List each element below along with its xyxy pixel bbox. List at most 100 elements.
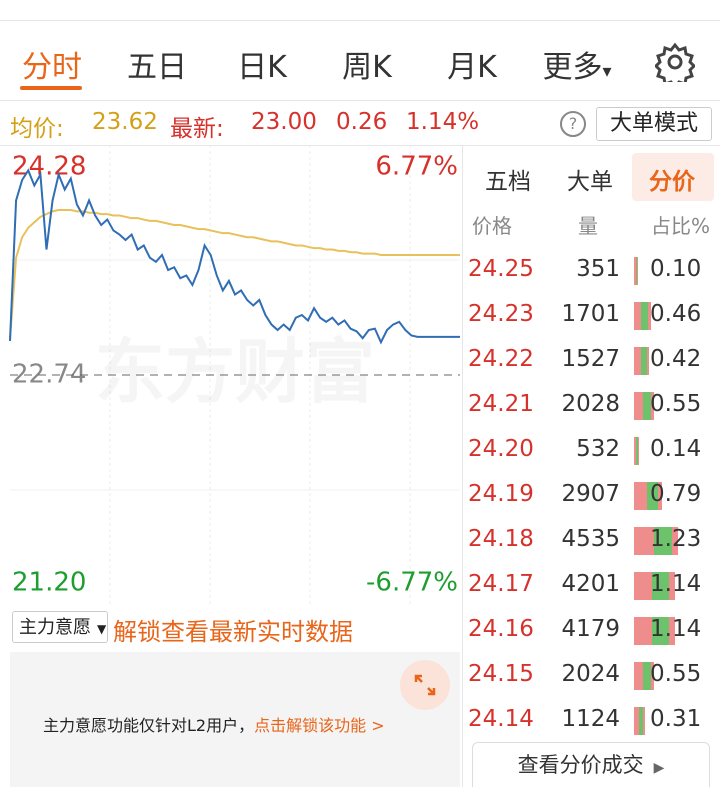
select-box[interactable]: 主力意愿 ▼ [12, 611, 108, 643]
ratio-bar-buy [639, 707, 644, 735]
latest-label: 最新: [170, 116, 224, 142]
y2-tick-label: -6.77% [366, 568, 458, 598]
price-row: 24.16 4179 1.14 [462, 613, 720, 658]
latest-price: 23.00 [251, 109, 317, 135]
mode-button[interactable]: 大单模式 [596, 107, 712, 141]
volume: 1124 [561, 706, 620, 732]
volume: 2024 [561, 661, 620, 687]
dropdown-arrow: ▼ [97, 622, 107, 636]
tab[interactable]: 日K [237, 50, 287, 85]
tab[interactable]: 分时 [22, 50, 82, 85]
volume: 1527 [561, 346, 620, 372]
ratio-bar-buy [652, 572, 669, 600]
y2-tick-label: 6.77% [375, 152, 458, 182]
price-row: 24.25 351 0.10 [462, 253, 720, 298]
ratio: 0.55 [650, 661, 702, 687]
price: 24.16 [468, 616, 534, 642]
panel-tab[interactable]: 分价 [649, 169, 695, 195]
price: 24.19 [468, 481, 534, 507]
price-row: 24.20 532 0.14 [462, 433, 720, 478]
column-header: 价格 [472, 214, 512, 238]
price-row: 24.14 1124 0.31 [462, 703, 720, 748]
trade-button[interactable]: 查看分价成交 ▶ [472, 742, 710, 787]
tab[interactable]: 月K [447, 50, 497, 85]
ratio: 1.14 [650, 616, 702, 642]
panel-tab[interactable]: 大单 [567, 169, 613, 195]
volume: 4201 [561, 571, 620, 597]
price-row: 24.15 2024 0.55 [462, 658, 720, 703]
ratio-bar-buy [636, 437, 639, 465]
volume: 4535 [561, 526, 620, 552]
price-row: 24.21 2028 0.55 [462, 388, 720, 433]
expand-icon[interactable] [400, 660, 450, 710]
ratio: 1.14 [650, 571, 702, 597]
price-row: 24.17 4201 1.14 [462, 568, 720, 613]
y-tick-label: 22.74 [12, 360, 86, 390]
unlock-link[interactable]: 点击解锁该功能 > [254, 716, 385, 735]
ratio: 0.10 [650, 256, 702, 282]
price-row: 24.23 1701 0.46 [462, 298, 720, 343]
message: 主力意愿功能仅针对L2用户， [43, 716, 255, 735]
ratio: 1.23 [650, 526, 702, 552]
unlock-text[interactable]: 解锁查看最新实时数据 [113, 618, 353, 646]
button-arrow: ▶ [653, 760, 665, 776]
ratio-bar-buy [635, 257, 638, 285]
price: 24.21 [468, 391, 534, 417]
ratio: 0.31 [650, 706, 702, 732]
ratio-bar-buy [642, 662, 651, 690]
avg-price: 23.62 [92, 109, 158, 135]
locked-message: 主力意愿功能仅针对L2用户，点击解锁该功能 > [43, 712, 385, 736]
price: 24.20 [468, 436, 534, 462]
price: 24.14 [468, 706, 534, 732]
tab-underline [20, 86, 82, 90]
volume: 532 [576, 436, 620, 462]
more-arrow: ▾ [602, 61, 612, 82]
panel-divider [462, 145, 463, 787]
change: 0.26 [336, 109, 388, 135]
select-text: 主力意愿 [19, 617, 91, 638]
column-header: 量 [578, 214, 598, 238]
watermark: 东方财富 [95, 331, 375, 413]
ratio-bar-buy [640, 347, 647, 375]
tab[interactable]: 周K [342, 50, 392, 85]
tab[interactable]: 五日 [127, 50, 187, 85]
price-row: 24.19 2907 0.79 [462, 478, 720, 523]
top-border [0, 20, 720, 21]
divider [0, 100, 720, 101]
tab[interactable]: 更多▾ [542, 50, 612, 85]
price-row: 24.18 4535 1.23 [462, 523, 720, 568]
active-tab-bg [632, 153, 714, 201]
ratio: 0.42 [650, 346, 702, 372]
settings-icon[interactable] [655, 42, 695, 82]
volume: 2907 [561, 481, 620, 507]
volume: 1701 [561, 301, 620, 327]
help-icon[interactable]: ? [560, 111, 586, 137]
ratio: 0.14 [650, 436, 702, 462]
button-text: 查看分价成交 [517, 753, 644, 777]
volume: 351 [576, 256, 620, 282]
ratio: 0.46 [650, 301, 702, 327]
y-tick-label: 21.20 [12, 568, 86, 598]
volume: 4179 [561, 616, 620, 642]
price: 24.17 [468, 571, 534, 597]
ratio-bar-buy [653, 527, 672, 555]
ratio: 0.55 [650, 391, 702, 417]
price: 24.18 [468, 526, 534, 552]
price: 24.23 [468, 301, 534, 327]
ratio-bar-buy [646, 482, 659, 510]
divider [0, 145, 720, 146]
ratio-bar-buy [652, 617, 669, 645]
locked-panel [10, 652, 460, 787]
column-header: 占比% [650, 214, 710, 238]
ratio-bar-buy [641, 302, 649, 330]
price: 24.25 [468, 256, 534, 282]
avg-line [9, 209, 460, 340]
price-row: 24.22 1527 0.42 [462, 343, 720, 388]
change-pct: 1.14% [406, 109, 480, 135]
panel-tab[interactable]: 五档 [485, 169, 531, 195]
price-line [9, 168, 460, 345]
ratio-bar-buy [642, 392, 651, 420]
expand-glyph [414, 674, 436, 696]
